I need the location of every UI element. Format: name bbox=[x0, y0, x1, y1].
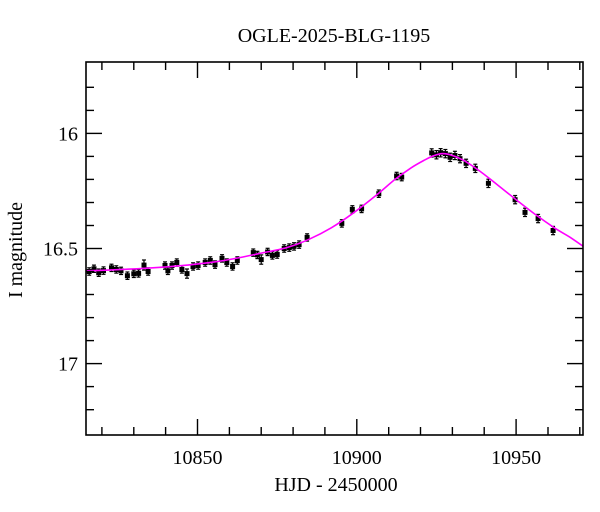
plot-frame bbox=[85, 61, 584, 436]
data-point-marker bbox=[109, 265, 114, 271]
data-point bbox=[136, 269, 142, 278]
data-point bbox=[522, 207, 528, 218]
data-point-marker bbox=[118, 268, 124, 274]
data-point-marker bbox=[219, 255, 225, 261]
data-point-marker bbox=[169, 263, 175, 268]
x-tick-label: 10950 bbox=[491, 447, 541, 469]
data-point-marker bbox=[195, 263, 201, 268]
data-point bbox=[296, 240, 302, 249]
y-tick-label: 16 bbox=[58, 123, 78, 145]
data-point-marker bbox=[429, 150, 435, 156]
data-point-marker bbox=[165, 268, 171, 274]
data-point-marker bbox=[179, 267, 185, 272]
data-point-marker bbox=[463, 160, 469, 166]
data-point-marker bbox=[234, 258, 240, 263]
y-tick-label: 16.5 bbox=[43, 239, 78, 261]
data-point-marker bbox=[131, 271, 137, 277]
data-point bbox=[162, 261, 168, 270]
y-axis-label: I magnitude bbox=[5, 202, 27, 298]
data-point-marker bbox=[399, 174, 405, 180]
data-point-marker bbox=[91, 266, 97, 272]
data-point-marker bbox=[274, 252, 280, 257]
data-point-marker bbox=[291, 243, 297, 249]
data-point bbox=[118, 266, 124, 276]
data-point-marker bbox=[174, 260, 180, 265]
data-point bbox=[131, 269, 137, 279]
data-point-marker bbox=[447, 154, 453, 160]
data-point-marker bbox=[254, 252, 260, 258]
data-point bbox=[269, 251, 275, 260]
data-point-marker bbox=[296, 242, 302, 248]
data-point-marker bbox=[535, 216, 541, 222]
data-point bbox=[174, 258, 180, 267]
data-point-marker bbox=[349, 206, 355, 212]
x-tick-label: 10850 bbox=[173, 447, 223, 469]
data-point bbox=[169, 261, 175, 270]
data-point-marker bbox=[136, 270, 142, 276]
data-point-marker bbox=[269, 252, 275, 258]
data-point-marker bbox=[304, 234, 310, 240]
data-point bbox=[291, 242, 297, 251]
data-point-marker bbox=[485, 180, 491, 186]
data-point-marker bbox=[124, 273, 130, 279]
data-point bbox=[274, 250, 280, 259]
data-point bbox=[485, 178, 491, 189]
data-point-marker bbox=[145, 269, 151, 274]
data-point-marker bbox=[184, 271, 190, 277]
data-point bbox=[452, 150, 458, 161]
data-point bbox=[124, 271, 130, 280]
data-point-marker bbox=[162, 263, 168, 268]
data-point-marker bbox=[339, 220, 345, 226]
data-point-marker bbox=[250, 250, 256, 256]
data-point-marker bbox=[224, 260, 230, 265]
y-tick-label: 17 bbox=[58, 354, 78, 376]
x-tick-label: 10900 bbox=[332, 447, 382, 469]
data-point-marker bbox=[452, 153, 458, 158]
x-axis-label: HJD - 2450000 bbox=[274, 474, 397, 496]
data-point-marker bbox=[438, 150, 444, 156]
data-point-marker bbox=[212, 262, 218, 268]
chart-title: OGLE-2025-BLG-1195 bbox=[238, 25, 431, 47]
data-point-marker bbox=[394, 173, 400, 179]
data-point bbox=[438, 148, 444, 158]
data-point-marker bbox=[359, 206, 365, 212]
data-point bbox=[195, 261, 201, 270]
data-point-marker bbox=[190, 264, 196, 269]
data-point-marker bbox=[96, 270, 102, 276]
data-point bbox=[258, 254, 264, 265]
data-point bbox=[463, 158, 469, 169]
data-point bbox=[179, 265, 185, 274]
data-point bbox=[165, 266, 171, 276]
data-point bbox=[184, 268, 190, 279]
data-point-marker bbox=[522, 209, 528, 215]
plot-area: 10850 10900 10950 16 16.5 17 bbox=[43, 61, 584, 469]
data-point-marker bbox=[550, 228, 556, 233]
data-point bbox=[230, 262, 236, 271]
data-point-marker bbox=[258, 257, 264, 263]
data-point-marker bbox=[207, 258, 213, 263]
data-point-marker bbox=[141, 262, 147, 268]
model-curve bbox=[85, 152, 584, 272]
data-point-marker bbox=[230, 264, 236, 269]
